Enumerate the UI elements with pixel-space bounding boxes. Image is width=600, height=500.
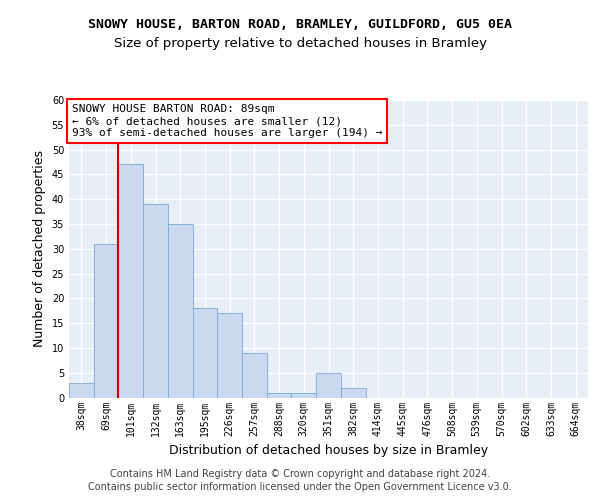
Bar <box>143 204 168 398</box>
Y-axis label: Number of detached properties: Number of detached properties <box>33 150 46 348</box>
Bar <box>242 353 267 398</box>
Bar <box>94 244 118 398</box>
Text: Contains HM Land Registry data © Crown copyright and database right 2024.: Contains HM Land Registry data © Crown c… <box>110 469 490 479</box>
Bar <box>69 382 94 398</box>
X-axis label: Distribution of detached houses by size in Bramley: Distribution of detached houses by size … <box>169 444 488 457</box>
Bar <box>292 392 316 398</box>
Bar <box>267 392 292 398</box>
Text: SNOWY HOUSE BARTON ROAD: 89sqm
← 6% of detached houses are smaller (12)
93% of s: SNOWY HOUSE BARTON ROAD: 89sqm ← 6% of d… <box>71 104 382 138</box>
Bar <box>168 224 193 398</box>
Bar <box>316 372 341 398</box>
Bar <box>118 164 143 398</box>
Bar <box>341 388 365 398</box>
Text: SNOWY HOUSE, BARTON ROAD, BRAMLEY, GUILDFORD, GU5 0EA: SNOWY HOUSE, BARTON ROAD, BRAMLEY, GUILD… <box>88 18 512 30</box>
Bar <box>217 313 242 398</box>
Bar <box>193 308 217 398</box>
Text: Contains public sector information licensed under the Open Government Licence v3: Contains public sector information licen… <box>88 482 512 492</box>
Text: Size of property relative to detached houses in Bramley: Size of property relative to detached ho… <box>113 38 487 51</box>
